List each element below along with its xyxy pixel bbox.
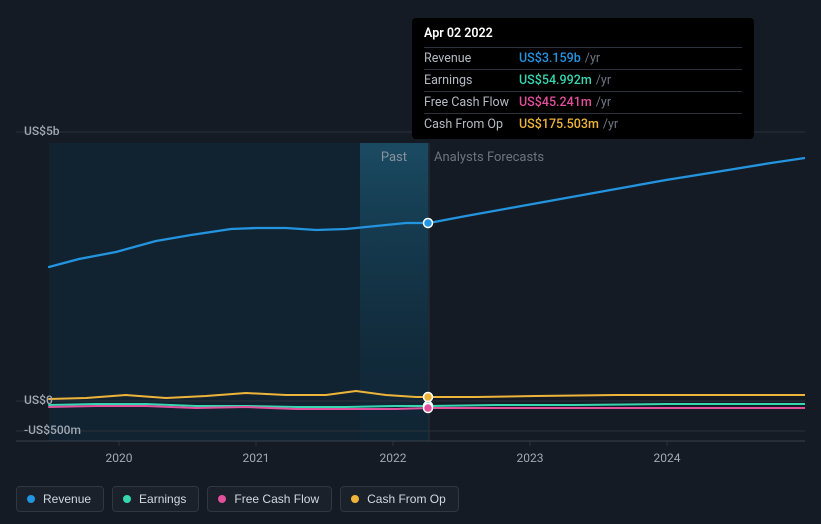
tooltip-row-unit: /yr: [596, 95, 611, 110]
y-axis-label: US$0: [24, 393, 53, 407]
tooltip-row-unit: /yr: [596, 73, 611, 88]
section-label-past: Past: [381, 150, 407, 165]
tooltip-row: Free Cash FlowUS$45.241m/yr: [424, 91, 742, 113]
tooltip-row-label: Revenue: [424, 51, 519, 66]
y-axis-label: US$5b: [24, 124, 60, 138]
x-axis-label: 2021: [243, 451, 270, 465]
tooltip-date: Apr 02 2022: [424, 26, 742, 47]
legend-toggle-fcf[interactable]: Free Cash Flow: [207, 486, 332, 512]
x-axis-label: 2024: [654, 451, 681, 465]
hover-tooltip: Apr 02 2022 RevenueUS$3.159b/yrEarningsU…: [412, 18, 754, 139]
legend-label: Cash From Op: [367, 492, 446, 506]
legend-toggle-cash_from_op[interactable]: Cash From Op: [340, 486, 459, 512]
tooltip-row-value: US$175.503m: [519, 117, 599, 132]
legend-dot-icon: [351, 495, 359, 503]
tooltip-row: EarningsUS$54.992m/yr: [424, 69, 742, 91]
tooltip-row-value: US$54.992m: [519, 73, 592, 88]
tooltip-row-value: US$3.159b: [519, 51, 581, 66]
tooltip-row-value: US$45.241m: [519, 95, 592, 110]
legend-label: Revenue: [43, 492, 91, 506]
legend-toggle-earnings[interactable]: Earnings: [112, 486, 199, 512]
tooltip-row: RevenueUS$3.159b/yr: [424, 47, 742, 69]
legend-dot-icon: [27, 495, 35, 503]
x-axis-label: 2020: [106, 451, 133, 465]
tooltip-row: Cash From OpUS$175.503m/yr: [424, 113, 742, 135]
chart-legend: Revenue Earnings Free Cash Flow Cash From O…: [16, 486, 459, 512]
section-label-forecast: Analysts Forecasts: [434, 150, 544, 165]
tooltip-row-unit: /yr: [585, 51, 600, 66]
tooltip-row-label: Cash From Op: [424, 117, 519, 132]
tooltip-row-label: Free Cash Flow: [424, 95, 519, 110]
legend-toggle-revenue[interactable]: Revenue: [16, 486, 104, 512]
legend-dot-icon: [218, 495, 226, 503]
x-axis-label: 2023: [517, 451, 544, 465]
legend-dot-icon: [123, 495, 131, 503]
x-axis-label: 2022: [380, 451, 407, 465]
tooltip-row-unit: /yr: [603, 117, 618, 132]
tooltip-row-label: Earnings: [424, 73, 519, 88]
legend-label: Free Cash Flow: [234, 492, 319, 506]
y-axis-label: -US$500m: [24, 423, 81, 437]
legend-label: Earnings: [139, 492, 186, 506]
